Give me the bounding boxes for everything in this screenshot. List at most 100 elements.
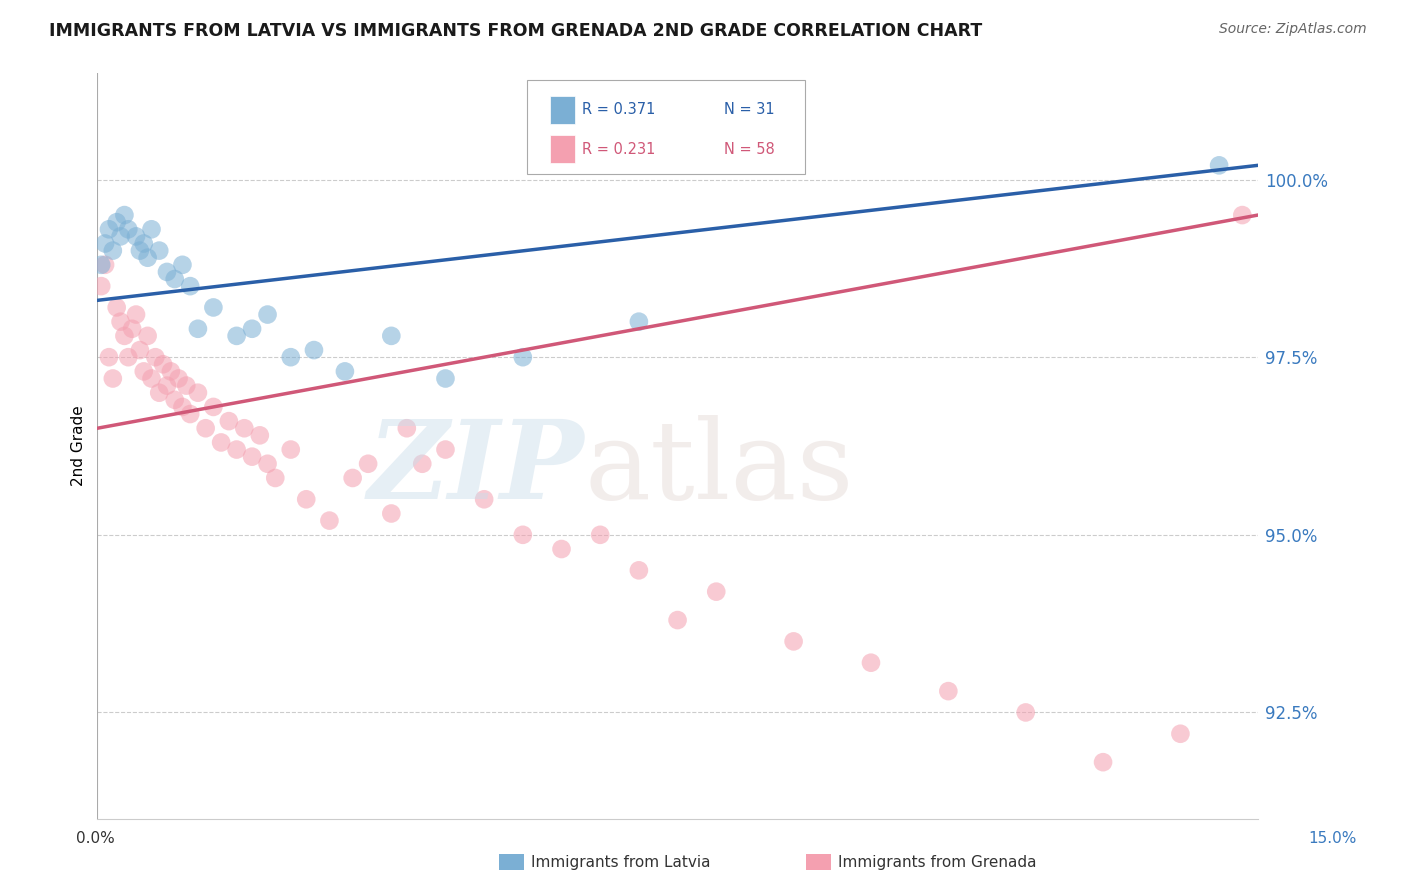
- Point: [1092, 755, 1115, 769]
- Point: [434, 442, 457, 457]
- Text: IMMIGRANTS FROM LATVIA VS IMMIGRANTS FROM GRENADA 2ND GRADE CORRELATION CHART: IMMIGRANTS FROM LATVIA VS IMMIGRANTS FRO…: [49, 22, 983, 40]
- Point: [110, 229, 132, 244]
- Point: [627, 563, 650, 577]
- Point: [411, 457, 433, 471]
- Point: [121, 322, 143, 336]
- Point: [202, 301, 225, 315]
- Point: [240, 450, 263, 464]
- Text: Source: ZipAtlas.com: Source: ZipAtlas.com: [1219, 22, 1367, 37]
- Point: [782, 634, 804, 648]
- Point: [90, 279, 112, 293]
- Point: [179, 407, 201, 421]
- Point: [97, 350, 120, 364]
- Point: [136, 329, 159, 343]
- Bar: [550, 135, 575, 163]
- Point: [160, 364, 183, 378]
- Point: [264, 471, 287, 485]
- Point: [97, 222, 120, 236]
- Point: [295, 492, 318, 507]
- Point: [156, 378, 179, 392]
- Point: [117, 350, 139, 364]
- Point: [141, 222, 163, 236]
- Point: [94, 258, 117, 272]
- Point: [117, 222, 139, 236]
- Text: N = 58: N = 58: [724, 142, 775, 156]
- Point: [859, 656, 882, 670]
- Point: [472, 492, 495, 507]
- Point: [380, 329, 402, 343]
- Point: [550, 541, 572, 556]
- Point: [318, 514, 340, 528]
- Point: [280, 442, 302, 457]
- Point: [380, 507, 402, 521]
- Point: [90, 258, 112, 272]
- Point: [112, 329, 135, 343]
- Point: [280, 350, 302, 364]
- Point: [110, 315, 132, 329]
- Point: [666, 613, 689, 627]
- Point: [136, 251, 159, 265]
- Point: [1232, 208, 1254, 222]
- Point: [225, 329, 247, 343]
- Text: N = 31: N = 31: [724, 103, 775, 118]
- Point: [141, 371, 163, 385]
- Point: [589, 528, 612, 542]
- Point: [395, 421, 418, 435]
- Point: [129, 343, 152, 357]
- Point: [187, 385, 209, 400]
- Point: [176, 378, 198, 392]
- Point: [209, 435, 232, 450]
- Point: [233, 421, 256, 435]
- Point: [218, 414, 240, 428]
- Point: [101, 244, 124, 258]
- Point: [179, 279, 201, 293]
- Text: Immigrants from Latvia: Immigrants from Latvia: [531, 855, 711, 870]
- Point: [302, 343, 325, 357]
- Text: R = 0.371: R = 0.371: [582, 103, 655, 118]
- Text: Immigrants from Grenada: Immigrants from Grenada: [838, 855, 1036, 870]
- Point: [101, 371, 124, 385]
- Point: [627, 315, 650, 329]
- Point: [152, 357, 174, 371]
- Point: [156, 265, 179, 279]
- Point: [132, 236, 155, 251]
- Text: ZIP: ZIP: [368, 415, 585, 522]
- Point: [240, 322, 263, 336]
- Point: [225, 442, 247, 457]
- Point: [704, 584, 727, 599]
- Point: [148, 385, 170, 400]
- Text: 15.0%: 15.0%: [1309, 831, 1357, 846]
- Text: 0.0%: 0.0%: [76, 831, 115, 846]
- Point: [256, 457, 278, 471]
- Point: [434, 371, 457, 385]
- Bar: [550, 95, 575, 124]
- Point: [187, 322, 209, 336]
- Point: [163, 272, 186, 286]
- Y-axis label: 2nd Grade: 2nd Grade: [72, 406, 86, 486]
- Point: [333, 364, 356, 378]
- Point: [129, 244, 152, 258]
- Point: [105, 301, 128, 315]
- Point: [132, 364, 155, 378]
- Point: [342, 471, 364, 485]
- Point: [112, 208, 135, 222]
- Point: [512, 528, 534, 542]
- Point: [1015, 706, 1038, 720]
- Point: [256, 308, 278, 322]
- Point: [105, 215, 128, 229]
- Point: [357, 457, 380, 471]
- Point: [125, 229, 148, 244]
- Text: R = 0.231: R = 0.231: [582, 142, 655, 156]
- Point: [172, 258, 194, 272]
- Point: [1170, 727, 1192, 741]
- Point: [512, 350, 534, 364]
- Point: [202, 400, 225, 414]
- Point: [1208, 158, 1230, 172]
- FancyBboxPatch shape: [527, 80, 806, 174]
- Point: [936, 684, 959, 698]
- Point: [163, 392, 186, 407]
- Point: [125, 308, 148, 322]
- Text: atlas: atlas: [585, 415, 855, 522]
- Point: [145, 350, 167, 364]
- Point: [148, 244, 170, 258]
